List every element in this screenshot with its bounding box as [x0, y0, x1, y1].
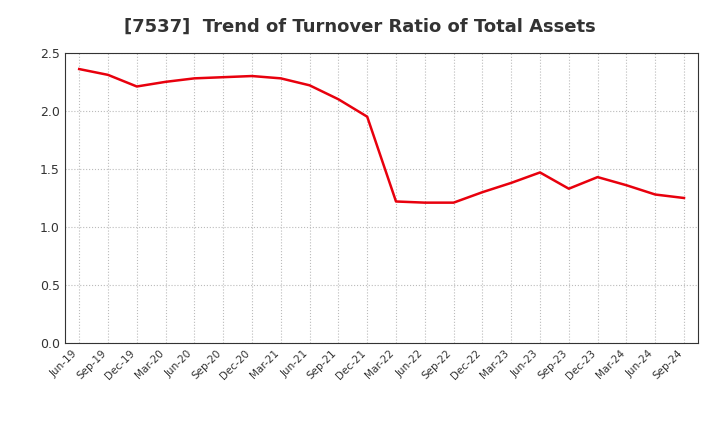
Text: [7537]  Trend of Turnover Ratio of Total Assets: [7537] Trend of Turnover Ratio of Total … — [124, 18, 596, 36]
